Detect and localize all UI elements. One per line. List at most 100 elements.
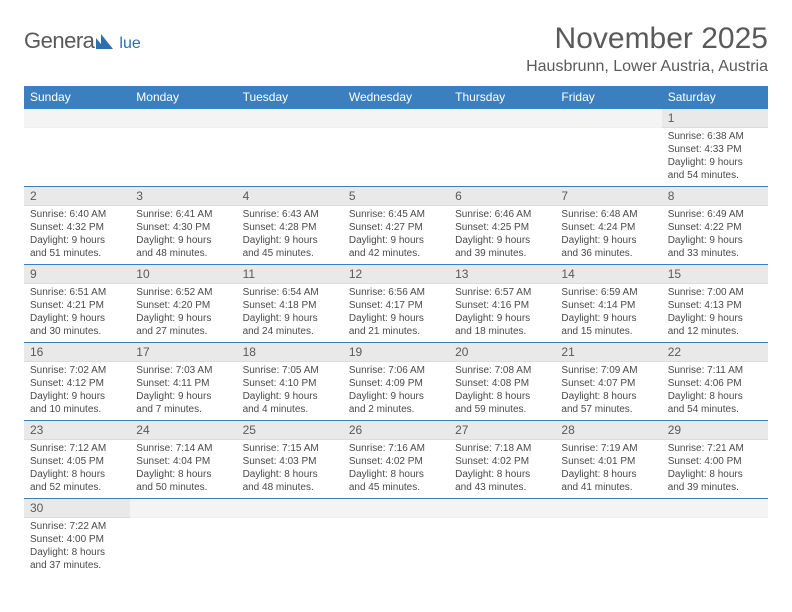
- day-dl2: and 42 minutes.: [349, 247, 443, 260]
- day-number: 14: [555, 265, 661, 284]
- day-number: 15: [662, 265, 768, 284]
- day-sunrise: Sunrise: 6:38 AM: [668, 130, 762, 143]
- day-sunset: Sunset: 4:16 PM: [455, 299, 549, 312]
- day-dl1: Daylight: 8 hours: [561, 468, 655, 481]
- day-cell: [449, 109, 555, 186]
- day-dl2: and 7 minutes.: [136, 403, 230, 416]
- day-sunrise: Sunrise: 6:45 AM: [349, 208, 443, 221]
- day-body: Sunrise: 7:18 AMSunset: 4:02 PMDaylight:…: [449, 440, 555, 498]
- day-cell: 27Sunrise: 7:18 AMSunset: 4:02 PMDayligh…: [449, 421, 555, 498]
- day-dl1: Daylight: 9 hours: [243, 234, 337, 247]
- day-dl2: and 48 minutes.: [243, 481, 337, 494]
- day-dl1: Daylight: 8 hours: [136, 468, 230, 481]
- weekday-saturday: Saturday: [662, 86, 768, 109]
- day-cell: 18Sunrise: 7:05 AMSunset: 4:10 PMDayligh…: [237, 343, 343, 420]
- day-body: Sunrise: 6:54 AMSunset: 4:18 PMDaylight:…: [237, 284, 343, 342]
- day-number: 30: [24, 499, 130, 518]
- day-dl2: and 54 minutes.: [668, 169, 762, 182]
- day-dl1: Daylight: 9 hours: [136, 390, 230, 403]
- day-dl2: and 51 minutes.: [30, 247, 124, 260]
- day-sunrise: Sunrise: 6:43 AM: [243, 208, 337, 221]
- day-cell: 10Sunrise: 6:52 AMSunset: 4:20 PMDayligh…: [130, 265, 236, 342]
- day-sunset: Sunset: 4:14 PM: [561, 299, 655, 312]
- day-sunrise: Sunrise: 7:02 AM: [30, 364, 124, 377]
- weekday-sunday: Sunday: [24, 86, 130, 109]
- day-cell: 11Sunrise: 6:54 AMSunset: 4:18 PMDayligh…: [237, 265, 343, 342]
- day-number: 25: [237, 421, 343, 440]
- day-dl2: and 39 minutes.: [668, 481, 762, 494]
- day-dl2: and 36 minutes.: [561, 247, 655, 260]
- day-number: 9: [24, 265, 130, 284]
- day-sunrise: Sunrise: 6:54 AM: [243, 286, 337, 299]
- day-sunrise: Sunrise: 6:48 AM: [561, 208, 655, 221]
- day-cell: 19Sunrise: 7:06 AMSunset: 4:09 PMDayligh…: [343, 343, 449, 420]
- day-dl1: Daylight: 8 hours: [30, 546, 124, 559]
- day-sunrise: Sunrise: 7:00 AM: [668, 286, 762, 299]
- day-body: [343, 128, 449, 178]
- location-label: Hausbrunn, Lower Austria, Austria: [526, 58, 768, 76]
- day-cell: 5Sunrise: 6:45 AMSunset: 4:27 PMDaylight…: [343, 187, 449, 264]
- day-body: Sunrise: 7:05 AMSunset: 4:10 PMDaylight:…: [237, 362, 343, 420]
- day-dl1: Daylight: 9 hours: [30, 390, 124, 403]
- day-number: 1: [662, 109, 768, 128]
- day-sunrise: Sunrise: 7:19 AM: [561, 442, 655, 455]
- day-sunset: Sunset: 4:20 PM: [136, 299, 230, 312]
- day-dl2: and 37 minutes.: [30, 559, 124, 572]
- day-sunset: Sunset: 4:00 PM: [30, 533, 124, 546]
- day-body: Sunrise: 7:15 AMSunset: 4:03 PMDaylight:…: [237, 440, 343, 498]
- day-dl1: Daylight: 9 hours: [136, 234, 230, 247]
- day-cell: [555, 109, 661, 186]
- day-dl2: and 48 minutes.: [136, 247, 230, 260]
- day-sunset: Sunset: 4:06 PM: [668, 377, 762, 390]
- day-body: Sunrise: 7:14 AMSunset: 4:04 PMDaylight:…: [130, 440, 236, 498]
- day-dl2: and 41 minutes.: [561, 481, 655, 494]
- day-sunrise: Sunrise: 6:46 AM: [455, 208, 549, 221]
- day-sunset: Sunset: 4:02 PM: [455, 455, 549, 468]
- day-sunset: Sunset: 4:22 PM: [668, 221, 762, 234]
- day-sunset: Sunset: 4:07 PM: [561, 377, 655, 390]
- day-body: Sunrise: 6:56 AMSunset: 4:17 PMDaylight:…: [343, 284, 449, 342]
- day-body: Sunrise: 7:08 AMSunset: 4:08 PMDaylight:…: [449, 362, 555, 420]
- day-number: [343, 109, 449, 128]
- title-block: November 2025 Hausbrunn, Lower Austria, …: [526, 22, 768, 76]
- day-body: [130, 128, 236, 178]
- weekday-monday: Monday: [130, 86, 236, 109]
- weekday-header: Sunday Monday Tuesday Wednesday Thursday…: [24, 86, 768, 109]
- day-body: [24, 128, 130, 178]
- day-cell: 25Sunrise: 7:15 AMSunset: 4:03 PMDayligh…: [237, 421, 343, 498]
- day-dl2: and 15 minutes.: [561, 325, 655, 338]
- day-cell: [343, 109, 449, 186]
- day-cell: 26Sunrise: 7:16 AMSunset: 4:02 PMDayligh…: [343, 421, 449, 498]
- day-sunrise: Sunrise: 7:09 AM: [561, 364, 655, 377]
- day-body: Sunrise: 7:11 AMSunset: 4:06 PMDaylight:…: [662, 362, 768, 420]
- day-number: 7: [555, 187, 661, 206]
- day-sunrise: Sunrise: 7:08 AM: [455, 364, 549, 377]
- logo: Genera lue: [24, 28, 141, 54]
- day-sunset: Sunset: 4:32 PM: [30, 221, 124, 234]
- day-cell: 3Sunrise: 6:41 AMSunset: 4:30 PMDaylight…: [130, 187, 236, 264]
- day-dl1: Daylight: 9 hours: [243, 312, 337, 325]
- day-cell: 20Sunrise: 7:08 AMSunset: 4:08 PMDayligh…: [449, 343, 555, 420]
- day-dl1: Daylight: 8 hours: [455, 468, 549, 481]
- day-body: Sunrise: 7:19 AMSunset: 4:01 PMDaylight:…: [555, 440, 661, 498]
- day-cell: 1Sunrise: 6:38 AMSunset: 4:33 PMDaylight…: [662, 109, 768, 186]
- day-number: 18: [237, 343, 343, 362]
- day-sunset: Sunset: 4:33 PM: [668, 143, 762, 156]
- day-dl1: Daylight: 9 hours: [349, 234, 443, 247]
- day-body: Sunrise: 6:48 AMSunset: 4:24 PMDaylight:…: [555, 206, 661, 264]
- day-sunset: Sunset: 4:17 PM: [349, 299, 443, 312]
- day-cell: 17Sunrise: 7:03 AMSunset: 4:11 PMDayligh…: [130, 343, 236, 420]
- day-sunrise: Sunrise: 7:21 AM: [668, 442, 762, 455]
- week-row: 23Sunrise: 7:12 AMSunset: 4:05 PMDayligh…: [24, 421, 768, 499]
- day-body: Sunrise: 7:12 AMSunset: 4:05 PMDaylight:…: [24, 440, 130, 498]
- day-number: [237, 109, 343, 128]
- day-sunset: Sunset: 4:02 PM: [349, 455, 443, 468]
- logo-text-sub: lue: [119, 35, 140, 53]
- day-body: Sunrise: 6:38 AMSunset: 4:33 PMDaylight:…: [662, 128, 768, 186]
- weekday-tuesday: Tuesday: [237, 86, 343, 109]
- day-sunrise: Sunrise: 6:52 AM: [136, 286, 230, 299]
- day-dl2: and 45 minutes.: [349, 481, 443, 494]
- day-dl1: Daylight: 8 hours: [561, 390, 655, 403]
- day-number: 28: [555, 421, 661, 440]
- day-number: [449, 499, 555, 518]
